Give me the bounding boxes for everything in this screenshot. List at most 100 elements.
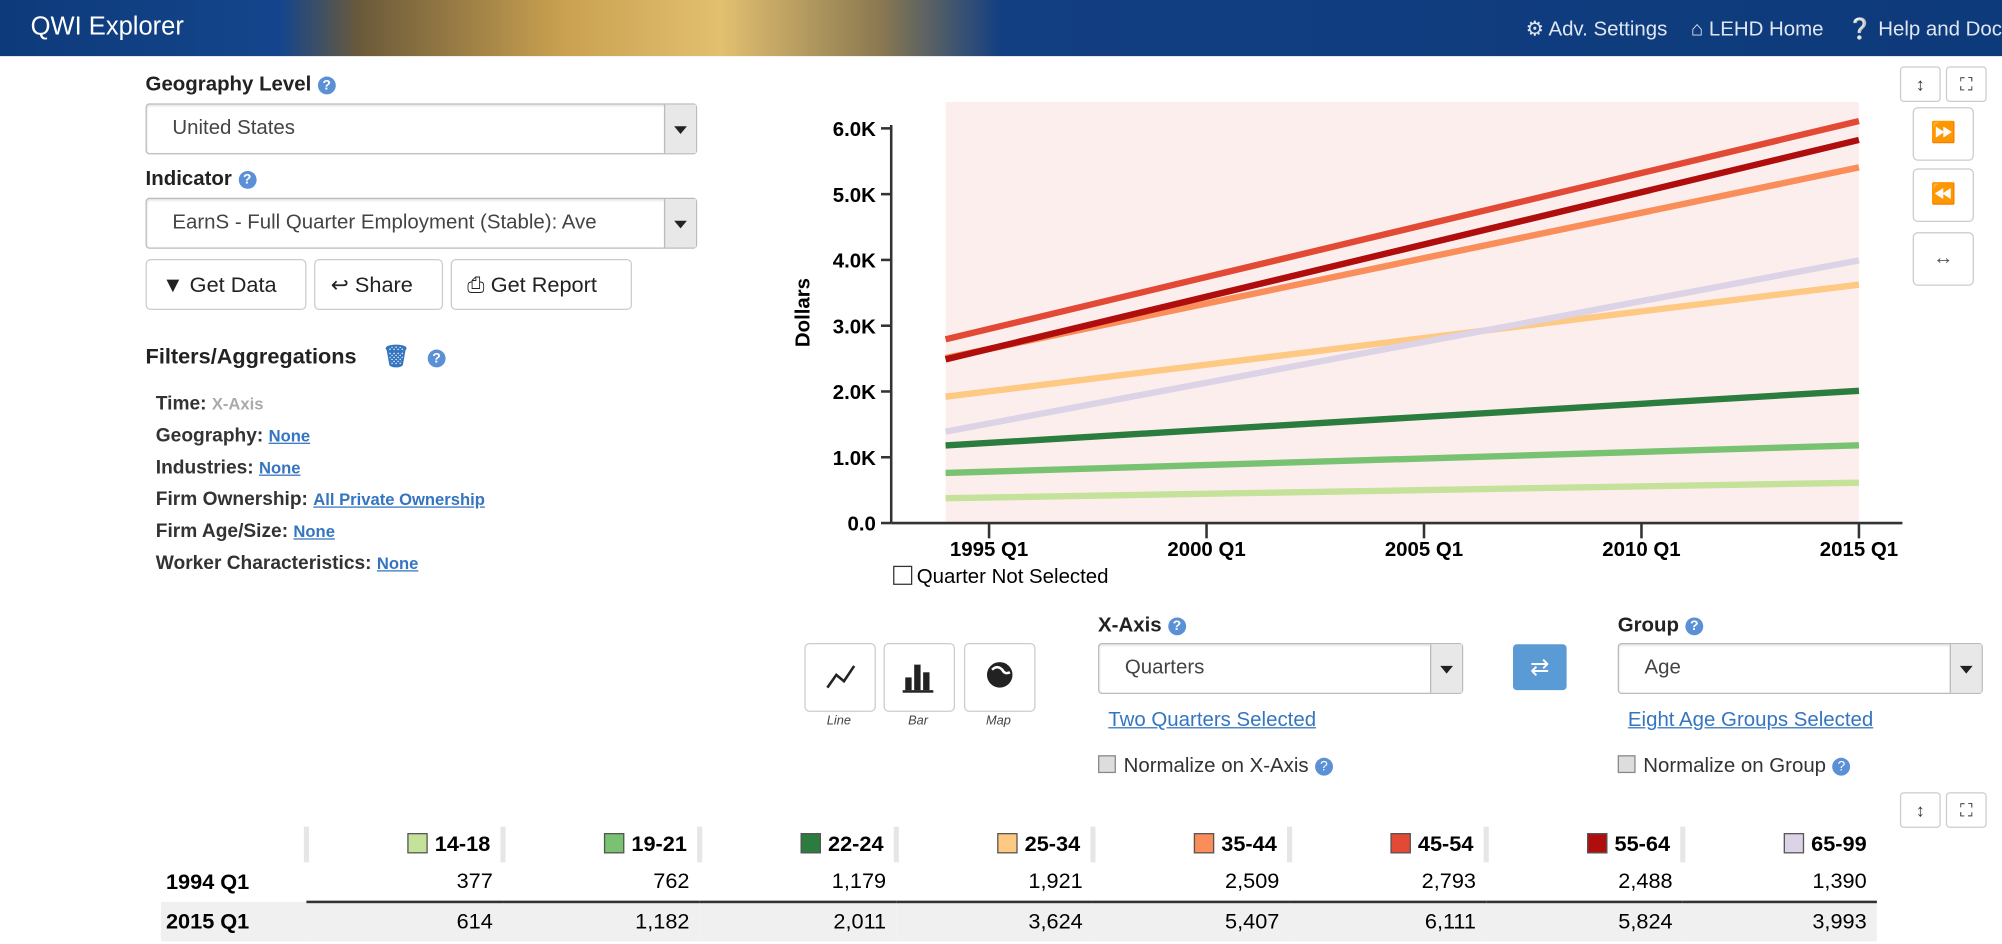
series-line [944, 117, 1860, 343]
table-cell: 2,488 [1618, 868, 1673, 893]
series-line [944, 136, 1860, 363]
column-name: 14-18 [434, 831, 491, 856]
field-label: Group [1617, 614, 1679, 637]
table-cell: 614 [306, 900, 504, 942]
expand-button[interactable]: ↔ [1912, 232, 1974, 286]
select-value: Quarters [1124, 656, 1205, 679]
field-label: Geography Level [145, 73, 312, 96]
legend-swatch [1389, 833, 1411, 854]
column-header: 65-99 [1680, 826, 1877, 863]
y-axis-label: Dollars [792, 278, 814, 347]
y-tick-label: 1.0K [833, 448, 876, 470]
line-chart-button[interactable] [804, 642, 876, 712]
column-header: 22-24 [697, 826, 897, 863]
row-label: 2015 Q1 [160, 901, 307, 942]
table-cell: 1,179 [831, 868, 887, 893]
table-row: 1994 Q1 377 762 1,179 1,921 2,509 2,793 2,488 1,… [161, 862, 1877, 902]
table-cell: 3,624 [896, 900, 1093, 942]
table-cell: 377 [456, 868, 493, 893]
legend-swatch [406, 833, 428, 854]
share-button[interactable]: ↩ Share [314, 258, 444, 310]
button-label: Get Data [189, 272, 277, 298]
legend-swatch [996, 833, 1017, 854]
data-table: 14-18 19-21 22-24 25-34 35-44 45-54 55-64 65-99… [160, 826, 1877, 942]
table-cell: 6,111 [1289, 900, 1487, 942]
checkbox-label[interactable]: Normalize on X-Axis [1123, 755, 1309, 777]
filter-label: Industries: [155, 456, 254, 479]
column-name: 22-24 [828, 831, 884, 856]
fullscreen-button[interactable]: ⛶ [1945, 792, 1987, 828]
xaxis-link[interactable]: Two Quarters Selected [1108, 709, 1317, 731]
nav-link[interactable]: Help and Doc [1878, 19, 2002, 41]
chart-type-label: Bar [908, 714, 928, 729]
nav-link[interactable]: LEHD Home [1708, 19, 1824, 41]
plot-background [945, 102, 1859, 524]
select-value: Age [1644, 656, 1681, 679]
header: QWI Explorer ⚙ Adv. Settings ⌂ LEHD Home… [0, 0, 2002, 57]
legend-swatch [799, 833, 821, 854]
filter-row: Firm Age/Size: None [156, 520, 335, 542]
column-header: 55-64 [1483, 826, 1683, 863]
table-cell: 762 [653, 868, 690, 893]
y-tick-label: 3.0K [833, 316, 876, 338]
geography-select[interactable]: United States [145, 103, 698, 155]
table-cell: 2,509 [1225, 868, 1280, 893]
filter-value[interactable]: None [268, 426, 311, 446]
column-name: 25-34 [1024, 831, 1081, 856]
table-cell: 5,824 [1486, 900, 1683, 942]
corner-cell [161, 827, 307, 863]
button-label: Get Report [490, 272, 597, 298]
resize-button[interactable]: ↕ [1899, 792, 1941, 828]
table-cell: 1,921 [1028, 868, 1083, 893]
nav-link[interactable]: Adv. Settings [1548, 19, 1668, 41]
y-tick-label: 4.0K [833, 251, 876, 273]
checkbox-label[interactable]: Normalize on Group [1643, 755, 1827, 777]
indicator-select[interactable]: EarnS - Full Quarter Employment (Stable)… [145, 197, 698, 249]
map-button[interactable] [963, 642, 1036, 712]
filter-label: Worker Characteristics: [155, 552, 372, 575]
chart-type-label: Line [826, 714, 851, 729]
swap-button[interactable]: ⇄ [1513, 644, 1567, 691]
table-cell: 2,793 [1421, 868, 1476, 893]
column-header: 25-34 [893, 826, 1093, 863]
filter-value[interactable]: None [259, 457, 301, 478]
table-row: 2015 Q1 614 1,182 2,011 3,624 5,407 6,111 5,824… [160, 900, 1877, 942]
column-name: 65-99 [1811, 831, 1867, 856]
series-line [945, 387, 1860, 449]
column-header: 35-44 [1090, 826, 1290, 863]
xaxis-select[interactable]: Quarters [1098, 642, 1464, 694]
filter-row: Worker Characteristics: None [156, 552, 419, 574]
x-tick-label: 2005 Q1 [1385, 539, 1463, 561]
x-tick-label: 2000 Q1 [1167, 539, 1245, 561]
filter-label: Time: [155, 392, 207, 415]
table-cell: 3,993 [1682, 900, 1877, 942]
bar-chart-button[interactable] [883, 642, 956, 712]
group-link[interactable]: Eight Age Groups Selected [1627, 709, 1874, 731]
field-label: Indicator [145, 168, 232, 191]
series-line [945, 281, 1860, 400]
table-cell: 1,390 [1812, 868, 1867, 893]
series-line [945, 479, 1859, 502]
filter-value[interactable]: None [293, 521, 335, 541]
series-line [944, 257, 1860, 435]
table-cell: 1,182 [503, 900, 700, 942]
chart-type-label: Map [986, 714, 1011, 729]
filter-value[interactable]: None [376, 553, 419, 573]
filter-value: X-Axis [211, 394, 264, 414]
forward-button[interactable]: ⏩ [1912, 107, 1974, 161]
filter-value[interactable]: All Private Ownership [313, 489, 485, 510]
report-button[interactable]: ⎙ Get Report [450, 258, 633, 310]
get-data-button[interactable]: ▼ Get Data [145, 258, 307, 310]
table-cell: 2,011 [699, 900, 897, 942]
column-name: 45-54 [1417, 831, 1474, 856]
fullscreen-button[interactable]: ⛶ [1945, 66, 1987, 103]
filter-row: Firm Ownership: All Private Ownership [156, 489, 485, 511]
group-select[interactable]: Age [1617, 642, 1983, 694]
legend-note: Quarter Not Selected [917, 566, 1109, 588]
legend-swatch [1586, 833, 1607, 854]
series-line [944, 164, 1860, 362]
back-button[interactable]: ⏪ [1912, 168, 1974, 222]
y-tick-label: 6.0K [833, 119, 876, 141]
resize-button[interactable]: ↕ [1899, 66, 1941, 103]
column-header: 19-21 [500, 826, 700, 863]
